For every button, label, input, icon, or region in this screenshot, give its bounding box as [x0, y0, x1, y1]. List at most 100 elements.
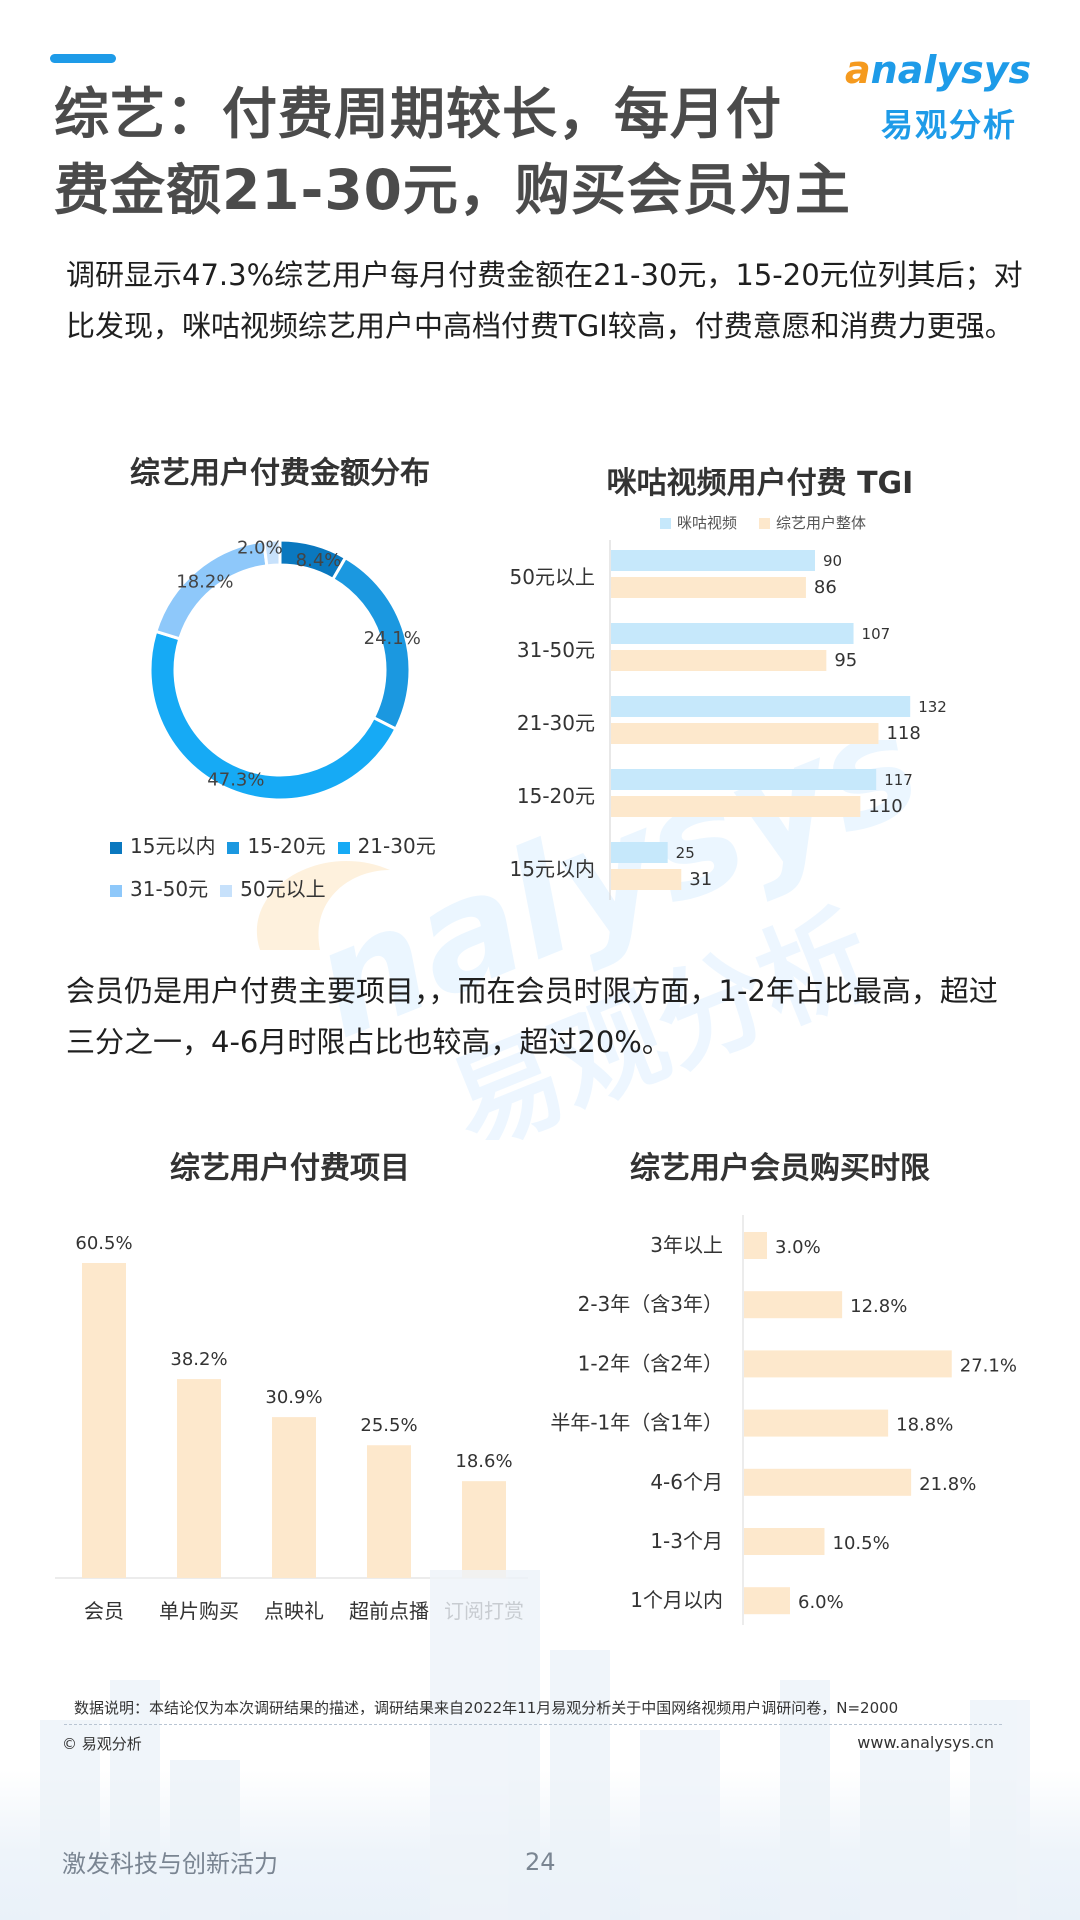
duration-bar-6 [744, 1587, 790, 1615]
duration-bar-5 [744, 1528, 825, 1555]
items-bar-4 [462, 1481, 506, 1578]
tgi-bar-0 [611, 623, 854, 644]
donut-legend-swatch [227, 841, 240, 854]
items-data-label: 18.6% [455, 1451, 512, 1472]
accent-bar [50, 54, 116, 63]
intro-paragraph: 调研显示47.3%综艺用户每月付费金额在21-30元，15-20元位列其后；对比… [66, 258, 1023, 343]
duration-bar-chart: 3年以上 3.0% 2-3年（含3年） 12.8% 1-2年（含2年） 27.1% 半年-1… [550, 1215, 1017, 1625]
tgi-data-label: 118 [886, 723, 920, 744]
donut-data-label-3: 18.2% [176, 571, 233, 592]
copyright: © 易观分析 [62, 1735, 142, 1753]
items-category-label: 会员 [84, 1599, 124, 1623]
footer-divider [64, 1724, 1002, 1725]
tgi-data-label: 25 [676, 844, 695, 862]
donut-legend-item: 15-20元 [227, 830, 326, 859]
donut-legend-item: 50元以上 [220, 873, 326, 902]
items-category-label: 订阅打赏 [444, 1599, 524, 1623]
donut-legend-swatch [110, 841, 122, 854]
tgi-bar-0 [611, 842, 668, 863]
tgi-bar-0 [611, 769, 877, 790]
tgi-data-label: 95 [834, 650, 857, 671]
tgi-data-label: 31 [689, 869, 712, 890]
tgi-legend-item: 综艺用户整体 [759, 512, 866, 533]
items-bar-3 [367, 1445, 411, 1578]
donut-slice-2 [148, 629, 398, 802]
donut-chart-title: 综艺用户付费金额分布 [130, 456, 430, 491]
duration-chart-title: 综艺用户会员购买时限 [630, 1151, 930, 1186]
donut-data-label-1: 24.1% [364, 628, 421, 649]
duration-data-label: 3.0% [775, 1237, 821, 1258]
tgi-bar-1 [611, 869, 682, 890]
donut-chart: 8.4% 24.1% 47.3% 18.2%2.0% [148, 537, 421, 802]
donut-legend-label: 31-50元 [130, 877, 209, 901]
duration-category-label: 2-3年（含3年） [578, 1292, 723, 1316]
tgi-category-label: 50元以上 [510, 565, 595, 589]
page-title: 综艺：付费周期较长，每月付 费金额21-30元，购买会员为主 [54, 76, 854, 228]
items-category-label: 单片购买 [159, 1599, 239, 1623]
tgi-category-label: 21-30元 [517, 711, 595, 735]
tgi-data-label: 117 [884, 771, 913, 789]
donut-legend-label: 15-20元 [247, 834, 326, 858]
tgi-bar-1 [611, 796, 861, 817]
duration-category-label: 1个月以内 [630, 1588, 723, 1612]
donut-data-label-0: 8.4% [296, 550, 342, 571]
items-data-label: 60.5% [75, 1233, 132, 1254]
tgi-bar-1 [611, 650, 827, 671]
duration-data-label: 27.1% [960, 1355, 1017, 1376]
logo-swoosh: a [845, 48, 871, 92]
donut-legend-item: 21-30元 [337, 830, 436, 859]
tgi-legend-swatch [759, 518, 771, 529]
duration-bar-0 [744, 1232, 767, 1259]
items-bar-0 [82, 1263, 126, 1578]
tgi-bar-1 [611, 577, 806, 598]
donut-legend: 15元以内 15-20元 21-30元 31-50元 50元以上 [110, 830, 490, 916]
tgi-bar-chart: 50元以上 90 86 31-50元 107 95 21-30元 132 118 15-20元 11… [510, 540, 947, 900]
website-link[interactable]: www.analysys.cn [857, 1733, 994, 1752]
donut-data-label-2: 47.3% [207, 769, 264, 790]
items-bar-1 [177, 1379, 221, 1578]
tgi-legend-label: 咪咕视频 [677, 514, 738, 532]
duration-data-label: 12.8% [850, 1296, 907, 1317]
tgi-legend-item: 咪咕视频 [660, 512, 737, 533]
title-line-1: 综艺：付费周期较长，每月付 [54, 82, 783, 146]
donut-legend-label: 50元以上 [240, 877, 326, 901]
logo-wordmark: analysys [845, 48, 1031, 92]
tgi-category-label: 15元以内 [510, 857, 595, 881]
donut-legend-swatch [337, 841, 350, 854]
duration-data-label: 6.0% [798, 1592, 844, 1613]
donut-data-label-4: 2.0% [237, 537, 283, 558]
items-chart-title: 综艺用户付费项目 [170, 1151, 410, 1186]
logo-wordmark-text: nalysys [870, 48, 1032, 92]
tgi-category-label: 31-50元 [517, 638, 595, 662]
items-bar-2 [272, 1417, 316, 1578]
tgi-bar-0 [611, 696, 911, 717]
tgi-legend: 咪咕视频 综艺用户整体 [660, 512, 888, 533]
duration-data-label: 18.8% [896, 1415, 953, 1436]
duration-bar-4 [744, 1468, 912, 1496]
duration-category-label: 1-2年（含2年） [578, 1351, 723, 1375]
donut-legend-label: 21-30元 [357, 834, 436, 858]
tgi-category-label: 15-20元 [517, 784, 595, 808]
duration-data-label: 21.8% [919, 1474, 976, 1495]
duration-bar-3 [744, 1409, 889, 1437]
items-category-label: 点映礼 [264, 1599, 324, 1623]
donut-legend-item: 31-50元 [110, 873, 208, 902]
tgi-bar-1 [611, 723, 879, 744]
tgi-data-label: 107 [862, 625, 891, 643]
title-line-2: 费金额21-30元，购买会员为主 [54, 158, 851, 222]
donut-legend-label: 15元以内 [130, 834, 216, 858]
tgi-data-label: 132 [918, 698, 947, 716]
items-category-label: 超前点播 [349, 1599, 429, 1623]
donut-slice-4 [262, 538, 282, 568]
page-number: 24 [525, 1848, 556, 1876]
tgi-data-label: 110 [868, 796, 902, 817]
data-note: 数据说明：本结论仅为本次调研结果的描述，调研结果来自2022年11月易观分析关于… [74, 1699, 899, 1717]
items-data-label: 30.9% [265, 1387, 322, 1408]
duration-data-label: 10.5% [833, 1533, 890, 1554]
duration-category-label: 3年以上 [650, 1233, 723, 1257]
slogan: 激发科技与创新活力 [62, 1850, 278, 1878]
items-bar-chart: 60.5% 会员 38.2% 单片购买 30.9% 点映礼 25.5% 超前点播 18.6% 订阅… [55, 1233, 528, 1623]
tgi-legend-swatch [660, 518, 671, 529]
tgi-legend-label: 综艺用户整体 [776, 514, 867, 532]
items-data-label: 25.5% [360, 1415, 417, 1436]
